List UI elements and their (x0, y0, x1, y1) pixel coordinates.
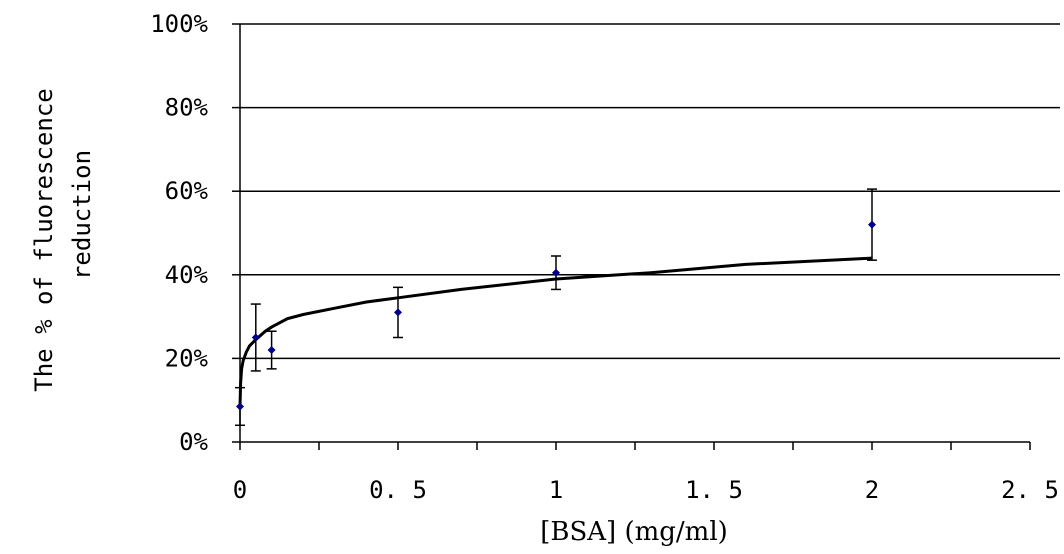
axes (232, 23, 1031, 450)
y-tick-label: 80% (165, 94, 209, 122)
x-tick-label: 1. 5 (685, 476, 743, 504)
x-tick-label: 0 (233, 476, 247, 504)
y-tick-label: 60% (165, 177, 209, 205)
data-point (394, 308, 402, 317)
x-tick-label: 0. 5 (369, 476, 427, 504)
x-tick-labels: 0 0. 5 1 1. 5 2 2. 5 (233, 476, 1059, 504)
data-points (236, 220, 876, 411)
error-bars (235, 188, 877, 427)
data-point (236, 402, 244, 411)
x-tick-label: 2 (865, 476, 879, 504)
data-point (251, 333, 260, 342)
x-tick-label: 1 (549, 476, 563, 504)
grid-lines (240, 23, 1060, 360)
y-tick-label: 100% (150, 10, 208, 38)
y-tick-label: 40% (165, 261, 209, 289)
data-point (267, 346, 276, 355)
y-tick-label: 20% (165, 344, 209, 372)
x-axis-title: [BSA] (mg/ml) (540, 517, 728, 547)
data-point (868, 220, 876, 229)
data-point (552, 268, 560, 277)
y-axis-title-line2: reduction (68, 150, 96, 280)
y-axis-title-line1: The % of fluorescence (30, 88, 58, 391)
y-tick-label: 0% (179, 428, 208, 456)
x-tick-label: 2. 5 (1001, 476, 1059, 504)
y-tick-labels: 0% 20% 40% 60% 80% 100% (150, 10, 208, 456)
